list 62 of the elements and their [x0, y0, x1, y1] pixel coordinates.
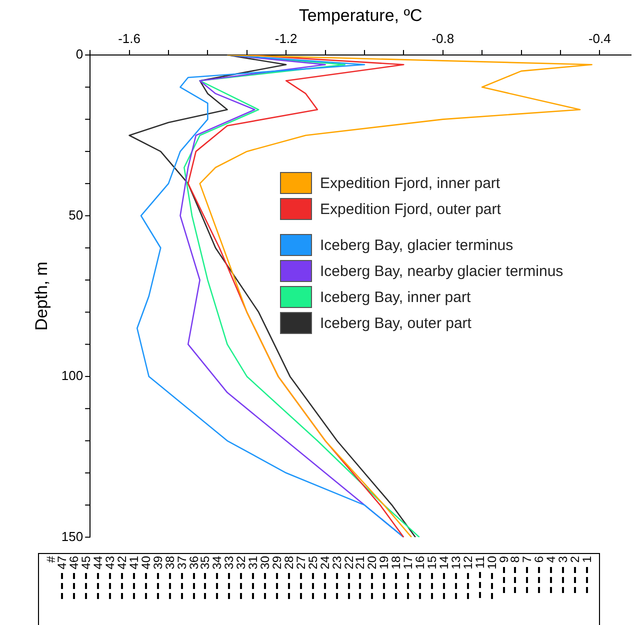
- text: 13: [448, 556, 463, 570]
- text: 34: [210, 556, 224, 570]
- text: 14: [436, 556, 451, 570]
- x-tick-label: -0.4: [588, 30, 611, 46]
- text: 9: [496, 556, 511, 563]
- text: 17: [401, 556, 416, 570]
- legend-label: Expedition Fjord, inner part: [320, 174, 500, 192]
- text: 1: [580, 556, 594, 563]
- text: 37: [174, 556, 189, 570]
- text: #: [44, 556, 58, 563]
- text: 11: [472, 556, 487, 568]
- x-tick-label: -0.8: [432, 30, 454, 46]
- text: 22: [342, 556, 356, 570]
- text: 3: [556, 556, 570, 563]
- text: 43: [103, 556, 118, 570]
- y-axis-title: Depth, m: [32, 262, 51, 331]
- text: 18: [389, 556, 404, 570]
- text: 44: [91, 556, 106, 570]
- text: 33: [222, 556, 236, 570]
- x-axis-title: Temperature, ºC: [298, 6, 422, 25]
- text: 6: [532, 556, 546, 563]
- text: 35: [198, 556, 212, 570]
- text: 47: [55, 556, 70, 570]
- x-tick-label: -1.6: [118, 30, 140, 46]
- y-tick-label: 50: [68, 207, 84, 222]
- x-tick-label: -1.2: [274, 30, 298, 46]
- text: 20: [365, 556, 380, 570]
- text: 45: [79, 556, 94, 570]
- legend-label: Iceberg Bay, outer part: [320, 314, 472, 332]
- text: 30: [258, 556, 272, 570]
- legend-label: Iceberg Bay, glacier terminus: [320, 236, 514, 254]
- text: 12: [460, 556, 475, 570]
- y-tick-label: 150: [61, 528, 84, 544]
- text: 15: [425, 556, 439, 570]
- text: 28: [282, 556, 296, 570]
- text: 39: [150, 556, 165, 570]
- text: 23: [330, 556, 344, 570]
- text: 31: [246, 556, 260, 570]
- text: 25: [306, 556, 320, 570]
- legend-label: Iceberg Bay, inner part: [320, 288, 471, 306]
- text: 46: [67, 556, 82, 570]
- legend-label: Expedition Fjord, outer part: [320, 200, 501, 218]
- text: 4: [544, 556, 558, 563]
- text: 2: [568, 556, 582, 563]
- text: 24: [318, 556, 332, 570]
- text: 41: [126, 556, 141, 570]
- text: 36: [186, 556, 201, 570]
- text: 8: [508, 556, 522, 563]
- text: 40: [138, 556, 153, 570]
- text: 32: [234, 556, 248, 570]
- text: 38: [162, 556, 177, 570]
- text: 16: [413, 556, 428, 570]
- text: 10: [484, 556, 499, 570]
- text: 19: [377, 556, 392, 570]
- y-tick-label: 100: [61, 368, 84, 384]
- text: 27: [294, 556, 308, 570]
- text: 42: [115, 556, 130, 570]
- text: 7: [520, 556, 534, 563]
- text: 21: [353, 556, 368, 570]
- legend-label: Iceberg Bay, nearby glacier terminus: [320, 262, 564, 280]
- text: 29: [270, 556, 284, 570]
- y-tick-label: 0: [76, 46, 84, 62]
